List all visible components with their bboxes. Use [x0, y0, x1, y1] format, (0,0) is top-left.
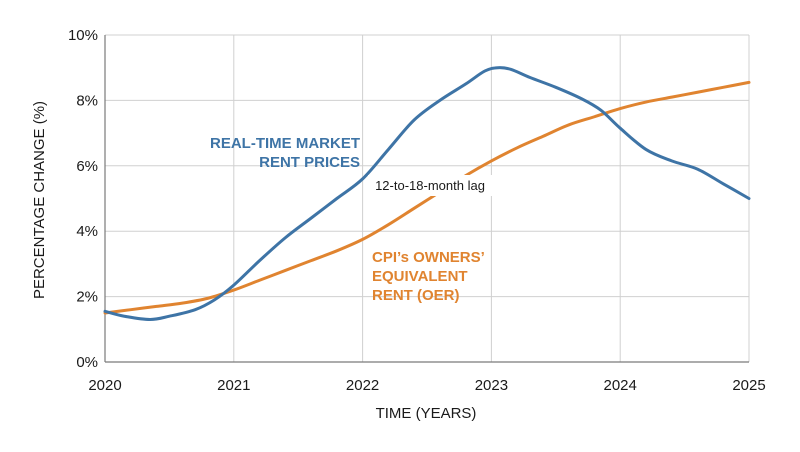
axes: 0% 2% 4% 6% 8% 10% 2020 2021 2022 2023 2024 2025	[68, 27, 766, 394]
series-label-oer-line: CPI’s OWNERS’	[372, 249, 485, 266]
series-line-market	[103, 66, 751, 321]
y-tick-label: 2%	[76, 289, 98, 306]
annotation-background	[368, 175, 492, 196]
grid	[105, 34, 750, 362]
x-axis-title: TIME (YEARS)	[376, 405, 477, 422]
labels: 12-to-18-month lag REAL-TIME MARKET RENT P…	[210, 135, 492, 304]
x-tick-label: 2020	[88, 377, 121, 394]
lag-annotation: 12-to-18-month lag	[375, 178, 485, 193]
series-label-market: REAL-TIME MARKET RENT PRICES	[210, 135, 360, 171]
x-tick-label: 2023	[475, 377, 508, 394]
series-label-market-line: REAL-TIME MARKET	[210, 135, 360, 152]
x-tick-label: 2021	[217, 377, 250, 394]
series-label-oer-line: RENT (OER)	[372, 287, 460, 304]
series-line-oer	[103, 80, 751, 315]
y-tick-label: 4%	[76, 223, 98, 240]
x-tick-label: 2024	[604, 377, 637, 394]
y-tick-label: 0%	[76, 354, 98, 371]
y-axis-title: PERCENTAGE CHANGE (%)	[31, 101, 48, 299]
y-tick-label: 8%	[76, 92, 98, 109]
series-label-oer: CPI’s OWNERS’ EQUIVALENT RENT (OER)	[372, 249, 485, 304]
series-label-oer-line: EQUIVALENT	[372, 268, 468, 285]
x-tick-label: 2025	[732, 377, 765, 394]
y-tick-label: 6%	[76, 158, 98, 175]
series-label-market-line: RENT PRICES	[259, 154, 360, 171]
y-tick-label: 10%	[68, 27, 98, 44]
x-tick-label: 2022	[346, 377, 379, 394]
series-lines	[103, 66, 751, 321]
